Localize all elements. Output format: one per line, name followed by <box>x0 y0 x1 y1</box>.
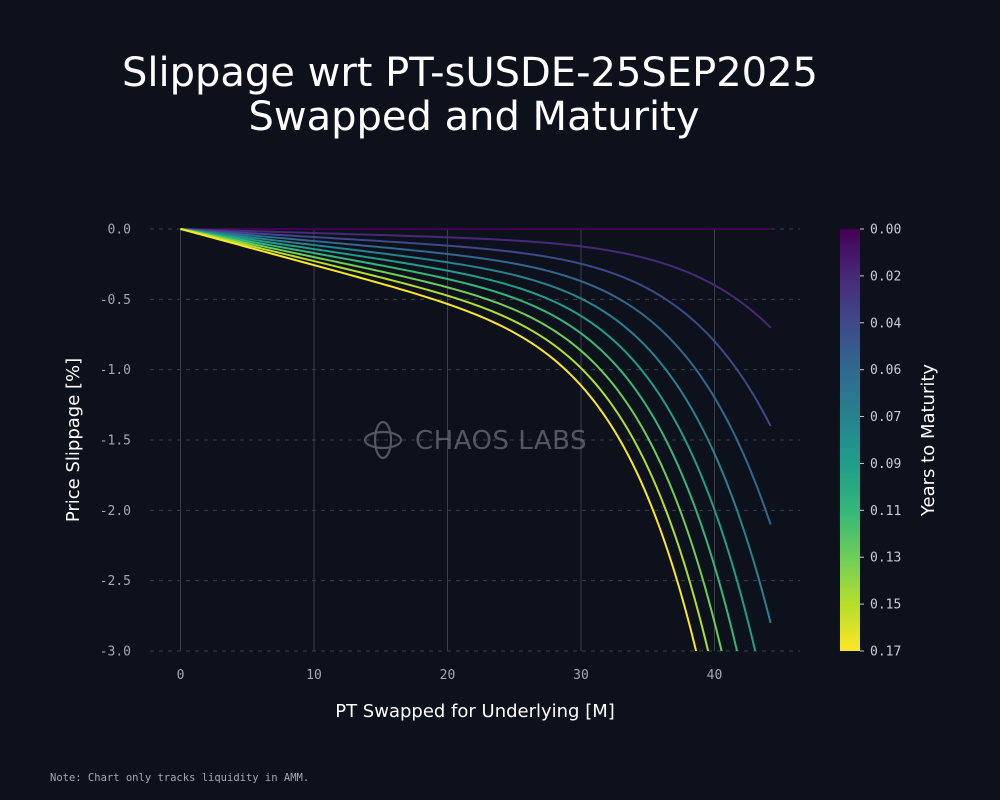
chaos-labs-logo-icon <box>363 420 403 460</box>
y-tick-label: -1.0 <box>100 363 131 378</box>
colorbar-tick-label: 0.17 <box>870 645 901 660</box>
series-line <box>180 228 710 651</box>
series-line <box>180 228 772 427</box>
series-line <box>180 228 723 651</box>
colorbar-tick-label: 0.11 <box>870 504 901 519</box>
colorbar-tick-label: 0.02 <box>870 269 901 284</box>
footnote: Note: Chart only tracks liquidity in AMM… <box>50 772 309 784</box>
x-axis-ticks: 0 10 20 30 40 <box>177 668 723 683</box>
y-tick-label: -0.5 <box>100 293 131 308</box>
y-tick-label: -3.0 <box>100 645 131 660</box>
chart-title-line-2: Swapped and Maturity <box>248 94 699 140</box>
chart-title-line-1: Slippage wrt PT-sUSDE-25SEP2025 <box>122 50 818 96</box>
x-tick-label: 10 <box>306 668 322 683</box>
x-tick-label: 0 <box>177 668 185 683</box>
series-line <box>180 228 698 651</box>
y-axis-label: Price Slippage [%] <box>63 358 84 522</box>
colorbar-tick-label: 0.00 <box>870 223 901 238</box>
series-line <box>180 228 739 651</box>
colorbar-tick-label: 0.15 <box>870 598 901 613</box>
series-line <box>180 228 772 329</box>
watermark-text: CHAOS LABS <box>415 426 587 456</box>
x-tick-label: 20 <box>440 668 456 683</box>
colorbar-tick-label: 0.06 <box>870 363 901 378</box>
y-tick-label: -1.5 <box>100 434 131 449</box>
colorbar-tick-label: 0.13 <box>870 551 901 566</box>
series-lines <box>180 228 772 651</box>
y-tick-label: 0.0 <box>108 223 131 238</box>
x-tick-label: 30 <box>573 668 589 683</box>
y-tick-label: -2.5 <box>100 574 131 589</box>
x-axis-label: PT Swapped for Underlying [M] <box>335 701 615 722</box>
y-axis-ticks: 0.0 -0.5 -1.0 -1.5 -2.0 -2.5 -3.0 <box>100 223 131 660</box>
colorbar-ticks: 0.00 0.02 0.04 0.06 0.07 0.09 0.11 0.13 0.15 0.17 <box>860 223 901 660</box>
colorbar-tick-label: 0.04 <box>870 316 901 331</box>
watermark: CHAOS LABS <box>363 420 587 460</box>
series-line <box>180 228 757 651</box>
colorbar-tick-label: 0.07 <box>870 410 901 425</box>
colorbar-tick-label: 0.09 <box>870 457 901 472</box>
series-line <box>180 228 772 525</box>
colorbar-label: Years to Maturity <box>918 364 939 517</box>
series-line <box>180 228 772 624</box>
y-tick-label: -2.0 <box>100 504 131 519</box>
colorbar <box>840 229 860 651</box>
x-tick-label: 40 <box>707 668 723 683</box>
